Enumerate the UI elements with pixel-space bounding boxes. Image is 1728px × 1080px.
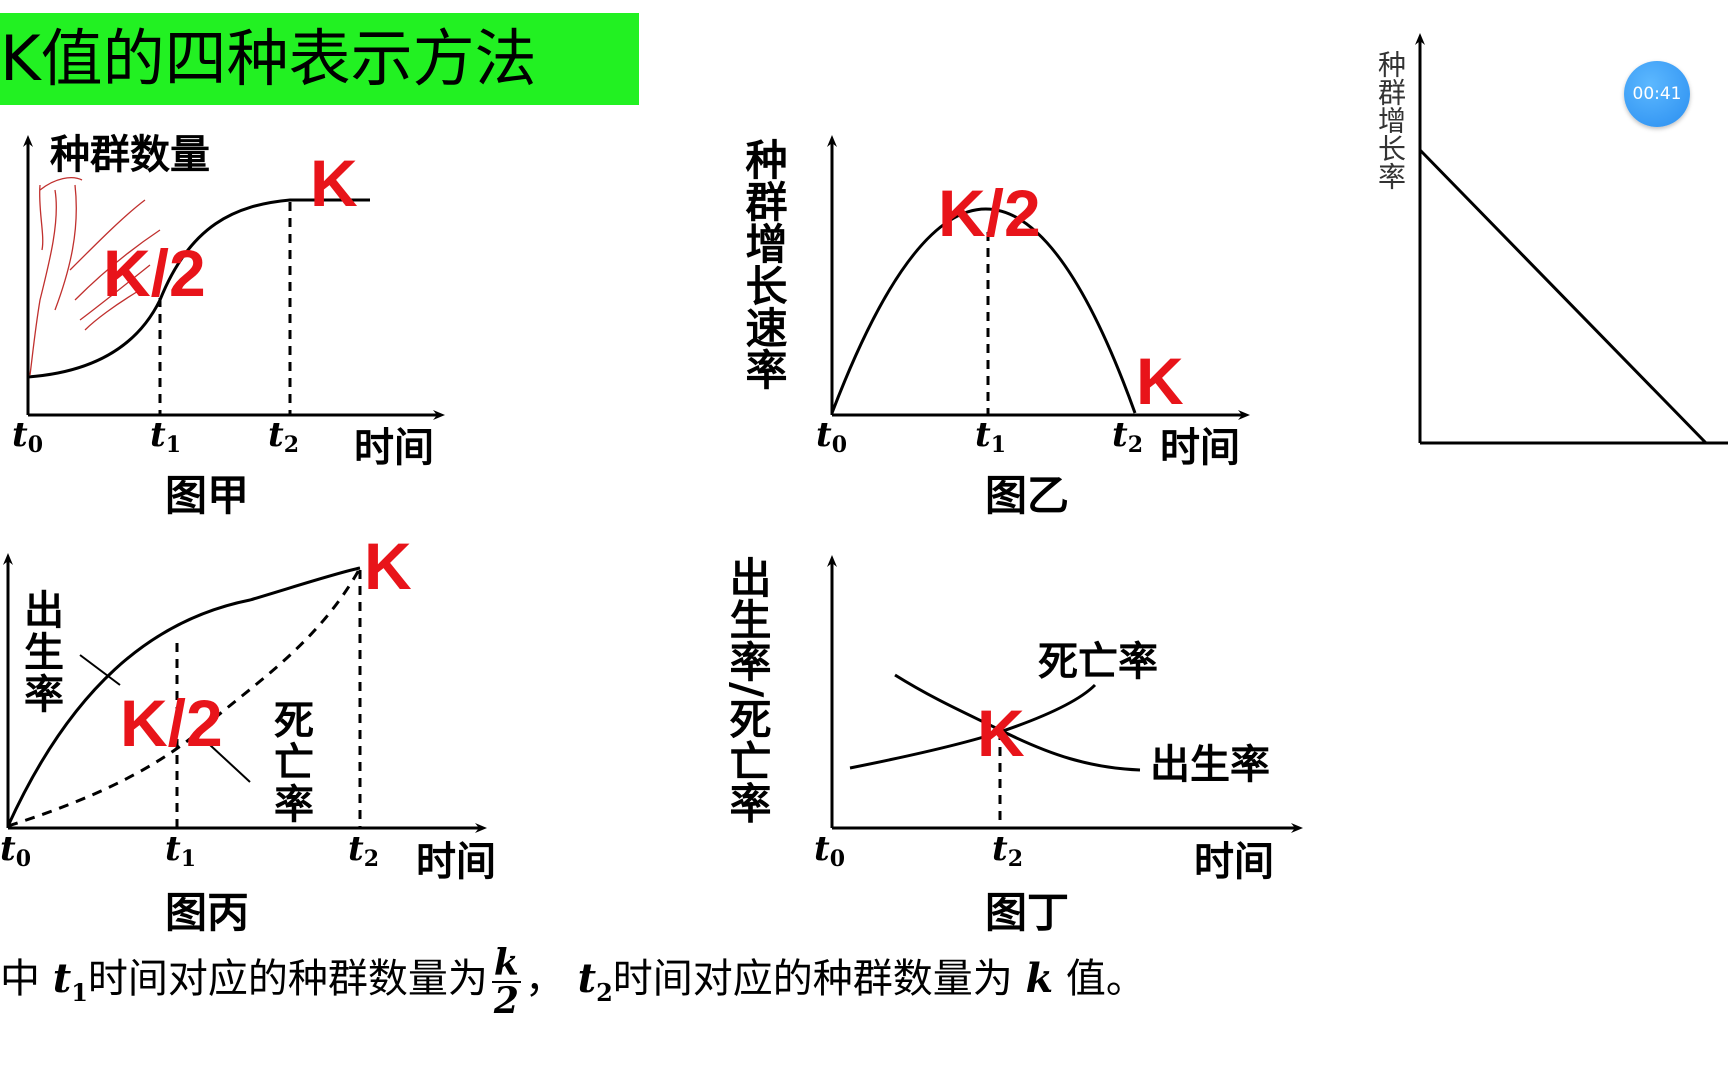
fig-bing-tick-t1: t1: [165, 829, 197, 872]
fig-jia-k-half-label: K/2: [103, 236, 206, 310]
fig-bing-birth-label: 出生率: [24, 587, 64, 718]
fig-yi-ylabel: 种群增长速率: [739, 138, 788, 390]
handwriting-scribbles: [29, 177, 161, 376]
fig-jia-ylabel: 种群数量: [50, 131, 210, 178]
fig-yi-xlabel: 时间: [1160, 424, 1240, 471]
side-fig-graphics: [1415, 33, 1728, 445]
fig-bing-birth-leader: [79, 654, 121, 686]
fig-bing-death-curve: [7, 567, 362, 828]
fig-jia-caption: 图甲: [165, 471, 250, 520]
page-title: K值的四种表示方法: [0, 22, 537, 95]
fig-bing-k-half-label: K/2: [120, 686, 223, 760]
fig-ding-birth-label: 出生率: [1150, 741, 1270, 788]
fig-jia-graphics: [23, 135, 445, 420]
fig-ding-birth-curve: [894, 673, 1141, 772]
fig-jia-tick-t0: t0: [12, 415, 44, 458]
fig-yi-caption: 图乙: [985, 471, 1070, 520]
fig-ding-tick-t2: t2: [992, 829, 1024, 872]
timer-badge[interactable]: 00:41: [1624, 61, 1690, 127]
fig-jia-tick-t2: t2: [268, 415, 300, 458]
fig-yi-k-label: K: [1136, 344, 1184, 418]
bottom-sentence: 中 t1时间对应的种群数量为 k 2， t2时间对应的种群数量为 k 值。: [0, 942, 1146, 1022]
fig-jia-xlabel: 时间: [354, 424, 434, 471]
fig-jia-k-label: K: [310, 146, 358, 220]
fig-yi-curve: [830, 207, 1137, 414]
fig-yi-tick-t0: t0: [816, 415, 848, 458]
fig-ding-tick-t0: t0: [814, 829, 846, 872]
fig-yi-tick-t2: t2: [1112, 415, 1144, 458]
fig-yi-k-half-label: K/2: [938, 176, 1041, 250]
side-fig-line: [1418, 148, 1708, 445]
fig-bing-death-leader: [209, 744, 251, 783]
fig-ding-death-label: 死亡率: [1038, 638, 1158, 685]
fig-ding-xlabel: 时间: [1194, 838, 1274, 885]
fig-bing-tick-t0: t0: [0, 829, 32, 872]
fig-yi-tick-t1: t1: [975, 415, 1007, 458]
title-banner: K值的四种表示方法: [0, 13, 639, 105]
fig-bing-birth-curve: [6, 566, 361, 827]
fig-bing-graphics: [3, 553, 487, 833]
fig-ding-ylabel: 出生率/死亡率: [723, 556, 772, 824]
fig-ding-caption: 图丁: [985, 888, 1070, 937]
fig-yi-graphics: [827, 135, 1250, 420]
fig-ding-k-label: K: [977, 696, 1025, 770]
fig-bing-k-label: K: [364, 529, 412, 603]
fig-bing-xlabel: 时间: [416, 838, 496, 885]
side-fig-ylabel: 种群增长率: [1374, 50, 1407, 190]
fig-bing-tick-t2: t2: [348, 829, 380, 872]
fig-ding-graphics: [827, 555, 1303, 833]
fig-bing-death-label: 死亡率: [274, 697, 314, 828]
fig-bing-caption: 图丙: [165, 888, 250, 937]
fig-jia-tick-t1: t1: [150, 415, 182, 458]
